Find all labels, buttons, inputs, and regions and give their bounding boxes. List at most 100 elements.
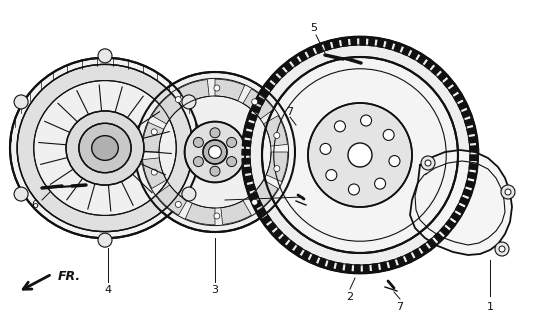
Polygon shape	[354, 265, 360, 273]
Circle shape	[326, 170, 337, 180]
Text: 2: 2	[346, 292, 354, 302]
Polygon shape	[380, 262, 388, 271]
Polygon shape	[456, 205, 465, 213]
Circle shape	[98, 233, 112, 247]
Polygon shape	[242, 149, 250, 155]
Ellipse shape	[79, 123, 131, 173]
Circle shape	[320, 143, 331, 155]
Polygon shape	[248, 113, 257, 121]
Polygon shape	[405, 253, 413, 262]
Circle shape	[274, 165, 280, 172]
Text: 7: 7	[286, 107, 294, 117]
Polygon shape	[273, 229, 282, 238]
Polygon shape	[454, 93, 463, 102]
Polygon shape	[260, 89, 269, 98]
Polygon shape	[385, 40, 393, 49]
Circle shape	[374, 178, 385, 189]
Ellipse shape	[17, 64, 193, 232]
Circle shape	[175, 97, 181, 103]
Polygon shape	[310, 254, 318, 264]
Polygon shape	[336, 263, 343, 272]
Text: 6: 6	[32, 200, 38, 210]
Polygon shape	[291, 56, 300, 66]
Polygon shape	[449, 86, 458, 95]
Circle shape	[209, 146, 221, 158]
Polygon shape	[243, 167, 251, 173]
Polygon shape	[451, 212, 461, 221]
Ellipse shape	[10, 58, 200, 238]
Wedge shape	[215, 79, 245, 101]
Wedge shape	[266, 152, 288, 182]
Polygon shape	[333, 39, 339, 48]
Text: 3: 3	[212, 285, 218, 295]
Wedge shape	[179, 80, 209, 103]
Polygon shape	[470, 155, 478, 161]
Circle shape	[152, 169, 157, 175]
Circle shape	[252, 199, 258, 205]
Polygon shape	[389, 260, 397, 269]
Polygon shape	[267, 222, 276, 232]
Polygon shape	[369, 37, 375, 46]
Circle shape	[495, 242, 509, 256]
Polygon shape	[440, 227, 449, 236]
Polygon shape	[249, 192, 258, 200]
Circle shape	[505, 189, 511, 195]
Polygon shape	[277, 68, 286, 77]
Polygon shape	[360, 37, 365, 45]
Polygon shape	[468, 172, 477, 179]
Polygon shape	[279, 235, 289, 245]
Wedge shape	[221, 201, 251, 224]
Polygon shape	[438, 72, 447, 81]
Polygon shape	[324, 41, 331, 50]
Polygon shape	[246, 184, 255, 191]
Circle shape	[182, 187, 196, 201]
Wedge shape	[152, 93, 182, 124]
Circle shape	[334, 121, 345, 132]
Circle shape	[175, 201, 181, 207]
Circle shape	[252, 99, 258, 105]
Circle shape	[421, 156, 435, 170]
Polygon shape	[460, 197, 469, 205]
Circle shape	[98, 49, 112, 63]
Polygon shape	[468, 137, 477, 143]
Circle shape	[14, 187, 28, 201]
Polygon shape	[255, 97, 265, 105]
Polygon shape	[242, 158, 250, 164]
Circle shape	[210, 128, 220, 138]
Polygon shape	[470, 146, 478, 152]
Wedge shape	[142, 122, 164, 152]
Polygon shape	[410, 50, 418, 60]
Wedge shape	[248, 180, 278, 211]
Circle shape	[14, 95, 28, 109]
Circle shape	[214, 85, 220, 91]
Wedge shape	[143, 158, 167, 188]
Polygon shape	[286, 241, 295, 251]
Polygon shape	[318, 258, 326, 267]
Polygon shape	[467, 127, 476, 134]
Polygon shape	[265, 81, 274, 90]
Wedge shape	[185, 203, 215, 225]
Circle shape	[501, 185, 515, 199]
Circle shape	[389, 156, 400, 167]
Wedge shape	[243, 89, 274, 119]
Polygon shape	[299, 52, 307, 61]
Ellipse shape	[66, 111, 144, 185]
Polygon shape	[345, 264, 351, 273]
Circle shape	[383, 129, 394, 140]
Polygon shape	[427, 239, 437, 248]
Polygon shape	[394, 43, 402, 52]
Polygon shape	[462, 110, 471, 118]
Circle shape	[262, 57, 458, 253]
Text: 7: 7	[397, 302, 404, 312]
Polygon shape	[294, 246, 302, 256]
Circle shape	[193, 156, 203, 167]
Circle shape	[360, 115, 372, 126]
Polygon shape	[446, 220, 456, 229]
Text: 1: 1	[486, 302, 494, 312]
Polygon shape	[301, 251, 310, 260]
Ellipse shape	[92, 136, 118, 160]
Polygon shape	[257, 208, 266, 217]
Polygon shape	[434, 233, 443, 242]
Polygon shape	[251, 105, 261, 113]
Polygon shape	[242, 140, 251, 146]
